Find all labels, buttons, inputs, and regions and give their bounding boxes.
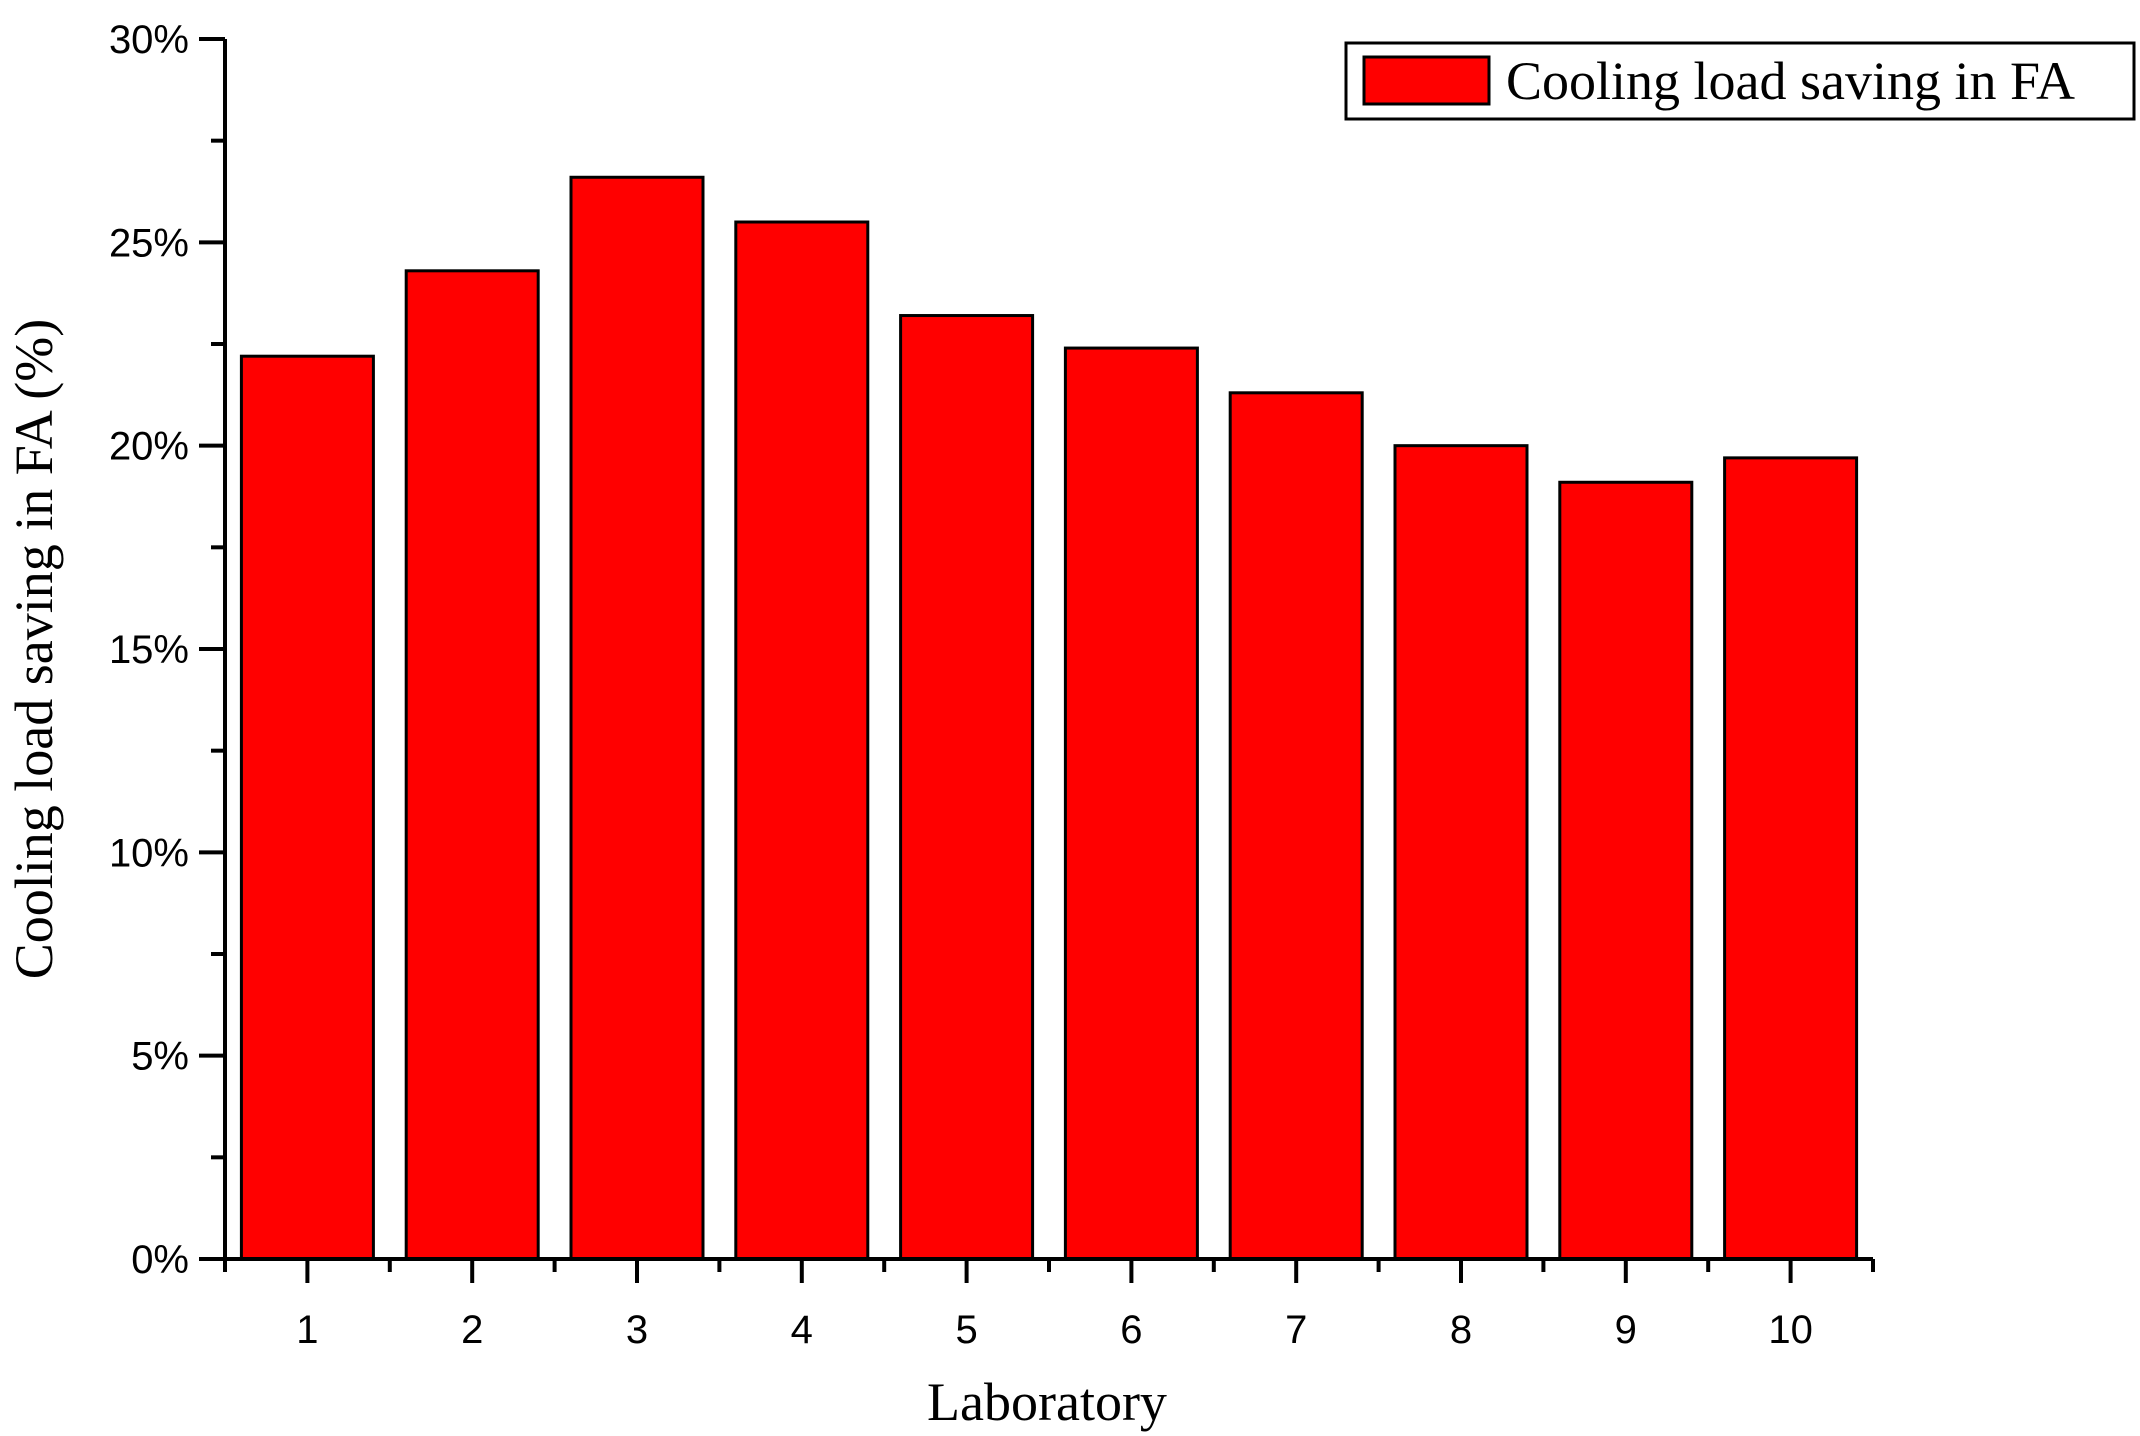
- bar-8: [1393, 444, 1529, 1261]
- x-tick-label: 3: [626, 1308, 648, 1352]
- axes-layer: [199, 37, 1875, 1283]
- x-tick-label: 8: [1450, 1308, 1472, 1352]
- x-tick-label: 10: [1768, 1308, 1813, 1352]
- y-tick-label: 10%: [109, 831, 189, 875]
- x-tick-label: 5: [955, 1308, 977, 1352]
- bar-6: [1063, 346, 1199, 1261]
- y-tick-label: 0%: [131, 1238, 189, 1282]
- legend-swatch: [1362, 55, 1491, 106]
- y-tick-label: 15%: [109, 628, 189, 672]
- legend: Cooling load saving in FA: [1344, 41, 2136, 121]
- y-tick-label: 5%: [131, 1035, 189, 1079]
- bar-10: [1723, 456, 1859, 1261]
- bar-4: [734, 220, 870, 1261]
- bar-3: [569, 175, 705, 1261]
- legend-label: Cooling load saving in FA: [1506, 51, 2075, 111]
- bar-5: [899, 314, 1035, 1261]
- x-tick-label: 7: [1285, 1308, 1307, 1352]
- x-tick-label: 9: [1615, 1308, 1637, 1352]
- x-tick-label: 6: [1120, 1308, 1142, 1352]
- bar-2: [404, 269, 540, 1261]
- bars-layer: [239, 175, 1859, 1261]
- x-axis-title: Laboratory: [927, 1372, 1167, 1432]
- x-tick-label: 2: [461, 1308, 483, 1352]
- x-tick-label: 4: [791, 1308, 813, 1352]
- bar-9: [1558, 480, 1694, 1261]
- y-tick-label: 30%: [109, 18, 189, 62]
- labels-layer: 0% 5% 10% 15% 20% 25% 30% 1 2 3 4 5 6 7 8 9 10: [109, 18, 1813, 1352]
- bar-7: [1228, 391, 1364, 1261]
- x-tick-label: 1: [296, 1308, 318, 1352]
- bar-1: [239, 354, 375, 1261]
- y-axis-title: Cooling load saving in FA (%): [4, 319, 64, 979]
- y-tick-label: 25%: [109, 221, 189, 265]
- y-tick-label: 20%: [109, 425, 189, 469]
